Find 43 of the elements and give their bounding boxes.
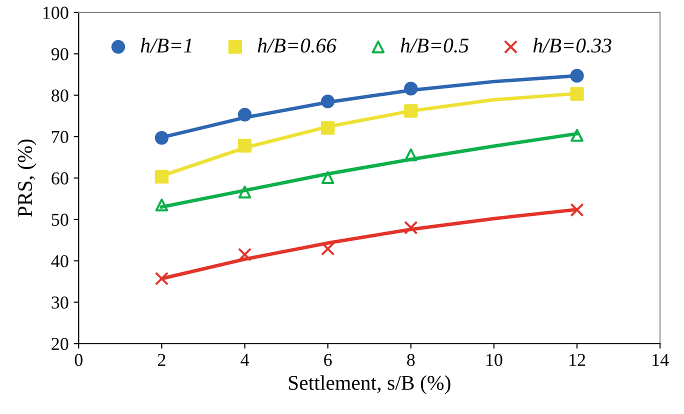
legend-label: h/B=0.33 [533, 38, 612, 53]
point [570, 87, 584, 101]
legend-label: h/B=0.66 [258, 38, 336, 53]
x-tick-label: 4 [240, 354, 250, 366]
x-axis-title: Settlement, s/B (%) [288, 375, 450, 394]
point [238, 186, 252, 199]
y-tick-label: 50 [52, 214, 68, 226]
point [570, 128, 584, 142]
y-tick-label: 70 [52, 130, 68, 144]
point [320, 121, 335, 135]
point [238, 108, 252, 122]
point [320, 242, 335, 256]
point [320, 94, 335, 108]
y-tick-label: 100 [43, 6, 68, 19]
point [238, 248, 252, 262]
point [404, 104, 418, 118]
point [570, 68, 584, 83]
x-tick-label: 12 [570, 354, 586, 366]
legend-label: h/B=1 [140, 38, 192, 53]
point [404, 82, 418, 96]
y-tick-label: 90 [51, 48, 68, 60]
x-tick-label: 2 [158, 354, 166, 366]
y-tick-label: 60 [52, 172, 68, 184]
y-tick-label: 40 [51, 255, 68, 268]
x-tick-label: 0 [74, 354, 82, 366]
point [570, 203, 584, 217]
x-tick-label: 14 [652, 354, 669, 366]
y-axis-title: PRS, (%) [17, 140, 36, 217]
y-tick-label: 20 [52, 338, 68, 350]
point [155, 198, 168, 212]
y-tick-label: 80 [52, 89, 68, 102]
x-tick-label: 6 [324, 354, 332, 366]
point [321, 171, 334, 184]
point [404, 220, 418, 235]
point [154, 131, 169, 145]
x-tick-label: 8 [407, 354, 415, 366]
point [238, 138, 252, 153]
point [154, 170, 169, 184]
point [404, 148, 418, 162]
y-tick-label: 30 [52, 296, 68, 309]
x-tick-label: 10 [486, 354, 502, 366]
point [154, 272, 169, 286]
legend-label: h/B=0.5 [400, 38, 468, 53]
